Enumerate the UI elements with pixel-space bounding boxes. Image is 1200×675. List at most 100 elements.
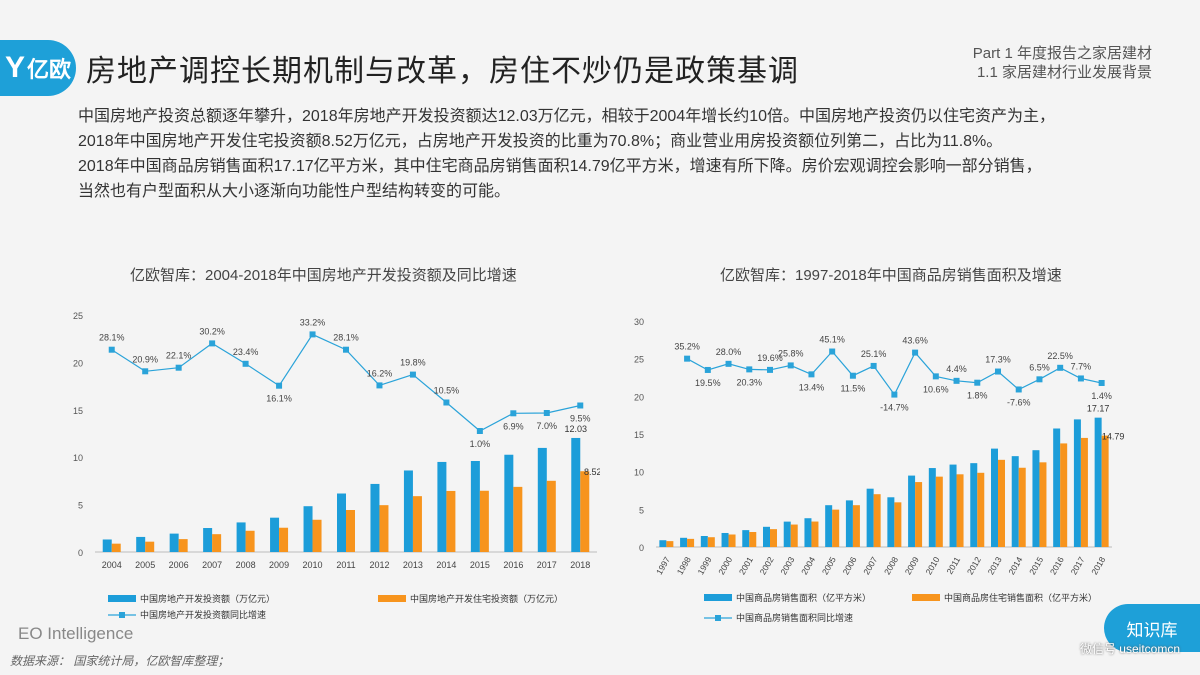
growth-point [276, 382, 283, 389]
growth-point [1036, 376, 1043, 383]
x-tick-label: 2018 [570, 560, 590, 570]
section-label: Part 1 年度报告之家居建材 1.1 家居建材行业发展背景 [973, 44, 1152, 82]
growth-point [912, 349, 919, 356]
growth-point [974, 379, 981, 386]
y-tick-label: 15 [634, 430, 644, 440]
bar-residential [111, 543, 121, 552]
chart2-title: 亿欧智库：1997-2018年中国商品房销售面积及增速 [720, 267, 1062, 284]
x-tick-label: 2012 [369, 560, 389, 570]
bar-total [700, 536, 708, 547]
growth-point [808, 371, 815, 378]
growth-label: 28.0% [716, 347, 742, 357]
logo-text: 亿欧 [27, 57, 72, 82]
bar-residential [770, 529, 777, 547]
growth-point [767, 366, 773, 373]
y-tick-label: 25 [73, 311, 83, 321]
growth-label: 19.5% [695, 378, 721, 388]
growth-point [1077, 375, 1084, 382]
x-tick-label: 2012 [965, 555, 983, 577]
growth-label: 16.1% [266, 394, 292, 404]
logo-y-icon: Y [4, 51, 25, 84]
intro-line: 2018年中国商品房销售面积17.17亿平方米，其中住宅商品房销售面积14.79… [78, 158, 1042, 175]
chart-investment: 0 5 10 15 20 25 2004 2005 2006 2007 2008 2009 2010 20… [73, 311, 600, 620]
x-tick-label: 2000 [716, 555, 734, 577]
bar-residential [935, 476, 943, 547]
bar-total [1073, 419, 1081, 547]
x-tick-label: 2009 [269, 560, 289, 570]
bar-residential [956, 474, 964, 547]
bar-total [337, 493, 346, 552]
x-tick-label: 2017 [537, 560, 557, 570]
growth-label: 16.2% [367, 368, 393, 378]
growth-point [870, 362, 877, 369]
bar-total [763, 526, 770, 547]
bar-residential [446, 490, 456, 552]
bar-total [721, 532, 729, 547]
growth-label: 9.5% [570, 414, 591, 424]
growth-label: 33.2% [300, 317, 326, 327]
growth-label: 28.1% [99, 333, 125, 343]
legend-label: 中国商品房销售面积同比增速 [736, 612, 853, 623]
growth-label: 4.4% [946, 364, 967, 374]
bar-value-label: 17.17 [1087, 404, 1110, 414]
growth-point [343, 346, 349, 353]
bar-residential [1060, 443, 1068, 547]
bar-residential [580, 471, 590, 552]
bar-residential [245, 530, 255, 552]
bar-residential [915, 482, 923, 547]
x-tick-label: 2011 [336, 560, 355, 570]
bar-total [303, 506, 313, 552]
x-tick-label: 2008 [236, 560, 256, 570]
growth-point [1015, 386, 1022, 393]
bar-total [991, 448, 998, 547]
growth-label: 7.0% [537, 421, 558, 431]
bar-residential [687, 538, 695, 547]
data-source: 数据来源： 国家统计局，亿欧智库整理； [10, 654, 230, 668]
x-tick-label: 2014 [436, 560, 456, 570]
legend-label: 中国房地产开发投资额同比增速 [140, 609, 266, 620]
legend-swatch-total [704, 594, 732, 601]
x-tick-label: 2017 [1069, 555, 1087, 577]
growth-label: 19.6% [757, 353, 783, 363]
growth-point [1057, 364, 1064, 371]
x-tick-label: 1997 [654, 555, 672, 577]
x-tick-label: 2013 [403, 560, 423, 570]
growth-label: 30.2% [199, 326, 225, 336]
x-tick-label: 2006 [841, 555, 859, 577]
part-line-2: 1.1 家居建材行业发展背景 [976, 64, 1152, 81]
brand-logo: Y 亿欧 [0, 40, 76, 96]
x-tick-label: 2016 [503, 560, 523, 570]
x-tick-label: 2018 [1089, 555, 1107, 577]
legend-label: 中国房地产开发投资额（万亿元） [140, 593, 275, 604]
legend-swatch-residential [378, 595, 406, 602]
bar-residential [212, 534, 222, 552]
bar-total [1053, 428, 1061, 547]
y-tick-label: 10 [634, 468, 644, 478]
x-tick-label: 2009 [903, 555, 921, 577]
growth-label: 25.1% [861, 349, 887, 359]
bar-residential [873, 494, 881, 547]
bar-total [1032, 450, 1040, 547]
growth-point [242, 360, 249, 367]
growth-point [443, 399, 450, 406]
x-tick-label: 2010 [923, 555, 941, 577]
growth-point [577, 402, 584, 409]
growth-label: 1.4% [1091, 391, 1112, 401]
bar-residential [1039, 462, 1047, 547]
growth-point [1098, 379, 1105, 386]
growth-label: 23.4% [233, 347, 259, 357]
bar-value-label: 14.79 [1102, 432, 1125, 442]
bar-total [537, 447, 547, 552]
growth-line [686, 350, 1102, 396]
growth-point [995, 368, 1001, 375]
bar-total [928, 468, 936, 547]
bar-total [203, 528, 213, 552]
bar-total [887, 497, 895, 547]
bar-residential [666, 541, 674, 547]
bar-residential [379, 505, 389, 552]
bar-residential [749, 532, 757, 547]
bar-total [949, 464, 957, 547]
bar-total [659, 540, 667, 547]
knowledge-base-badge: 知识库 [1104, 604, 1200, 652]
x-tick-label: 2007 [861, 555, 879, 577]
